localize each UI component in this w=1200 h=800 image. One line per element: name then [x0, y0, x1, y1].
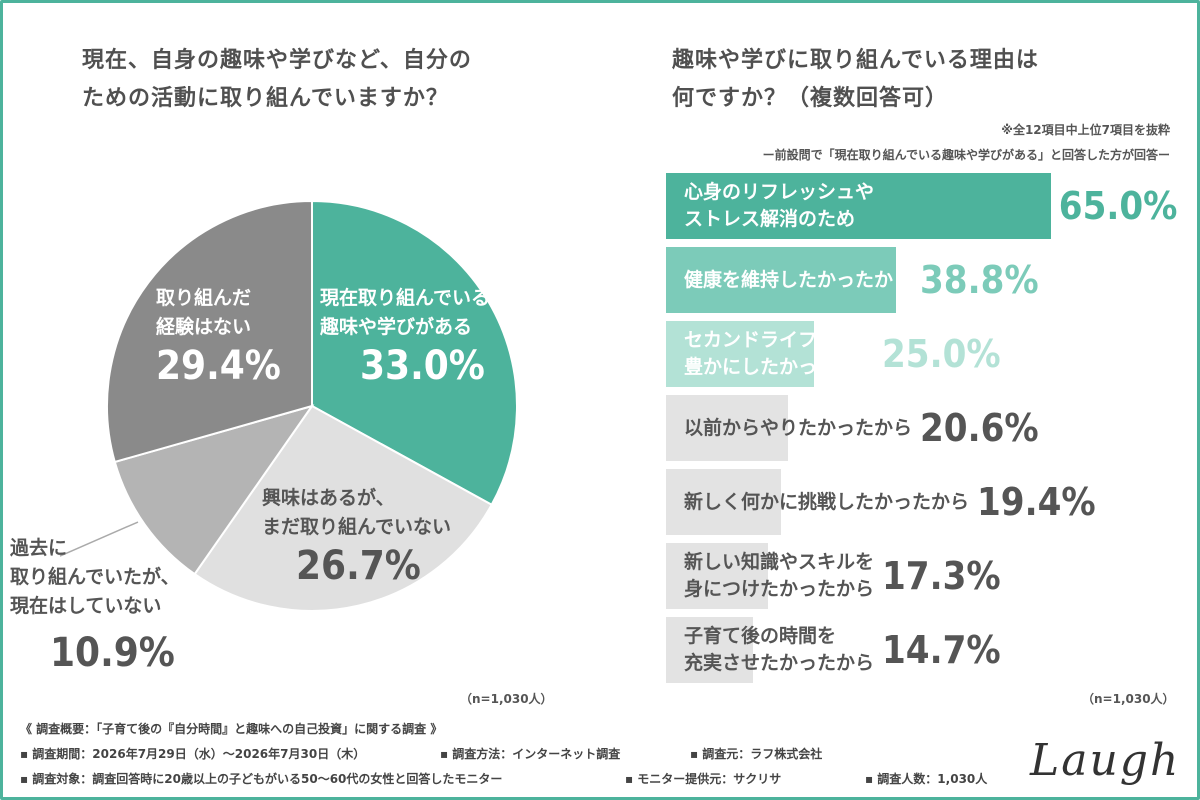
survey-period: ▪ 調査期間：2026年7月29日（水）～2026年7月30日（木）: [20, 747, 366, 761]
survey-details-row-2: ▪ 調査対象：調査回答時に20歳以上の子どもがいる50〜60代の女性と回答したモ…: [20, 770, 987, 787]
bar-label: 子育て後の時間を 充実させたかったから: [684, 625, 875, 674]
monitor-provider: ▪ モニター提供元：サクリサ: [625, 772, 782, 786]
bar: [666, 543, 769, 609]
bar-sample-size: （n=1,030人）: [1082, 692, 1175, 706]
bar-value: 17.3%: [882, 554, 1001, 598]
pie-chart: [59, 199, 518, 612]
bar-label: 新しく何かに挑戦したかったから: [684, 490, 970, 513]
bar-row: 新しい知識やスキルを 身につけたかったから 17.3%: [666, 543, 1186, 609]
bar: [666, 617, 754, 683]
pie-slice-value: 29.4%: [156, 343, 281, 389]
selection-note: ※全12項目中上位7項目を抜粋: [1001, 123, 1170, 137]
pie-slice-label: 現在取り組んでいる 趣味や学びがある: [320, 287, 491, 338]
bar-row: 心身のリフレッシュや ストレス解消のため 65.0%: [666, 173, 1186, 239]
bar-row: 子育て後の時間を 充実させたかったから 14.7%: [666, 617, 1186, 683]
survey-method: ▪ 調査方法：インターネット調査: [440, 747, 621, 761]
laugh-logo: Laugh: [1030, 735, 1181, 786]
bar-label: 健康を維持したかったから: [684, 268, 913, 291]
pie-slice-text-2: 過去に 取り組んでいたが、 現在はしていない 10.9%: [10, 534, 270, 677]
survey-count: ▪ 調査人数：1,030人: [865, 772, 988, 786]
pie-question-title: 現在、自身の趣味や学びなど、自分の ための活動に取り組んでいますか？: [82, 48, 472, 111]
bar-value: 14.7%: [882, 628, 1001, 672]
bar-row: 新しく何かに挑戦したかったから 19.4%: [666, 469, 1186, 535]
bar: [666, 321, 814, 387]
bar-label: 以前からやりたかったから: [684, 416, 913, 439]
survey-details-row-1: ▪ 調査期間：2026年7月29日（水）～2026年7月30日（木） ▪ 調査方法…: [20, 745, 822, 762]
pie-slice-text-0: 現在取り組んでいる 趣味や学びがある 33.0%: [320, 284, 560, 390]
bar-label: 新しい知識やスキルを 身につけたかったから: [684, 551, 875, 600]
pie-slice-label: 過去に 取り組んでいたが、 現在はしていない: [10, 537, 180, 617]
pie-leader-line: [59, 521, 139, 557]
bar: [666, 247, 896, 313]
bar-row: 健康を維持したかったから 38.8%: [666, 247, 1186, 313]
pie-slice-text-1: 興味はあるが、 まだ取り組んでいない 26.7%: [262, 484, 532, 590]
respondent-note: ー前設問で「現在取り組んでいる趣味や学びがある」と回答した方が回答ー: [762, 148, 1170, 162]
pie-slice-label: 取り組んだ 経験はない: [156, 287, 252, 338]
pie-slice-value: 26.7%: [296, 543, 421, 589]
bar: [666, 469, 781, 535]
pie-slice-3: [106, 199, 313, 464]
bar-row: 以前からやりたかったから 20.6%: [666, 395, 1186, 461]
bar-row: セカンドライフを 豊かにしたかったから 25.0%: [666, 321, 1186, 387]
bar-value: 19.4%: [977, 480, 1096, 524]
pie-slice-1: [193, 404, 494, 612]
bar-question-title: 趣味や学びに取り組んでいる理由は 何ですか？（複数回答可）: [672, 48, 1039, 111]
pie-slice-0: [311, 199, 518, 507]
pie-slice-value: 33.0%: [360, 343, 485, 389]
bar-value: 38.8%: [920, 258, 1039, 302]
bar-label: セカンドライフを 豊かにしたかったから: [684, 329, 875, 378]
pie-slice-label: 興味はあるが、 まだ取り組んでいない: [262, 487, 452, 538]
bar-value: 20.6%: [920, 406, 1039, 450]
survey-target: ▪ 調査対象：調査回答時に20歳以上の子どもがいる50〜60代の女性と回答したモ…: [20, 772, 503, 786]
bar-value: 25.0%: [882, 332, 1001, 376]
survey-summary-title: 《 調査概要：「子育て後の『自分時間』と趣味への自己投資」に関する調査 》: [20, 722, 443, 736]
pie-sample-size: （n=1,030人）: [460, 692, 553, 706]
bar: [666, 173, 1051, 239]
pie-slice-value: 10.9%: [50, 630, 175, 676]
bar-label: 心身のリフレッシュや ストレス解消のため: [684, 181, 875, 230]
bar: [666, 395, 788, 461]
pie-slice-text-3: 取り組んだ 経験はない 29.4%: [156, 284, 306, 390]
bar-value: 65.0%: [1058, 184, 1178, 228]
survey-source: ▪ 調査元：ラフ株式会社: [690, 747, 823, 761]
